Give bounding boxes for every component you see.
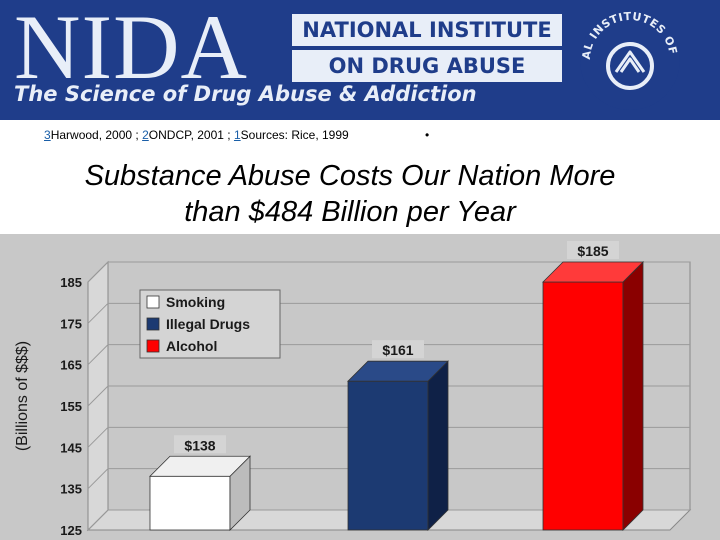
bullet-point: •	[425, 128, 430, 142]
y-tick-label: 145	[60, 440, 82, 455]
gridline	[87, 385, 690, 407]
slide-title-line-2: than $484 Billion per Year	[184, 196, 516, 228]
gridline	[87, 302, 690, 324]
slide-title: Substance Abuse Costs Our Nation More th…	[0, 158, 700, 230]
legend-label: Alcohol	[166, 338, 217, 354]
bar-front	[542, 281, 624, 531]
y-tick-label: 165	[60, 358, 82, 373]
chart-legend: Smoking Illegal Drugs Alcohol	[139, 289, 281, 359]
y-axis-label: (Billions of $$$)	[14, 341, 31, 451]
data-label: $161	[382, 342, 413, 358]
nida-logo: NIDA	[14, 0, 248, 98]
gridline	[87, 426, 690, 448]
nih-seal-logo: NATIONAL INSTITUTES OF HEALTH	[576, 6, 680, 110]
data-label: $138	[184, 437, 215, 453]
bar-alcohol	[542, 261, 644, 531]
source-text-harwood: Harwood, 2000 ;	[50, 128, 139, 142]
bar-front	[149, 475, 231, 531]
bar-top	[542, 261, 644, 283]
bar-side	[427, 360, 449, 531]
data-label-background	[567, 241, 619, 259]
legend-label: Illegal Drugs	[166, 316, 250, 332]
gridline	[87, 509, 690, 531]
y-tick-label: 135	[60, 482, 82, 497]
bar-top	[347, 360, 449, 382]
sources-citation: 3Harwood, 2000 ; 2ONDCP, 2001 ; 1Sources…	[44, 128, 349, 142]
bar-top	[149, 455, 251, 477]
slide-title-line-1: Substance Abuse Costs Our Nation More	[84, 160, 616, 192]
data-label: $185	[577, 243, 608, 259]
bar-illegal-drugs	[347, 360, 449, 531]
y-tick-label: 185	[60, 275, 82, 290]
legend-box	[139, 289, 281, 359]
y-tick-label: 155	[60, 399, 82, 414]
y-tick-label: 175	[60, 316, 82, 331]
source-ref-1[interactable]: 1	[233, 128, 241, 142]
gridline	[87, 261, 690, 283]
y-tick-label: 125	[60, 523, 82, 538]
legend-swatch	[146, 317, 160, 331]
nida-banner: NIDA NATIONAL INSTITUTE ON DRUG ABUSE Th…	[0, 0, 720, 120]
cost-bar-chart: 125 135 145 155 165 175 185 $138 $161 $185 (Bill…	[0, 232, 720, 540]
source-ref-3[interactable]: 3	[44, 128, 51, 142]
data-label-background	[174, 435, 226, 454]
bar-front	[347, 380, 429, 531]
banner-tagline: The Science of Drug Abuse & Addiction	[14, 82, 477, 106]
gridline	[87, 344, 690, 366]
bar-side	[622, 261, 644, 531]
legend-swatch	[146, 339, 160, 353]
institute-name-line-2: ON DRUG ABUSE	[292, 50, 562, 82]
bar-smoking	[149, 455, 251, 531]
legend-swatch	[146, 295, 160, 309]
data-label-background	[372, 340, 424, 359]
source-text-rice: Sources: Rice, 1999	[240, 128, 349, 142]
source-ref-2[interactable]: 2	[142, 128, 149, 142]
legend-label: Smoking	[166, 294, 225, 310]
source-text-ondcp: ONDCP, 2001 ;	[148, 128, 231, 142]
chart-top-border	[0, 232, 720, 234]
institute-name-line-1: NATIONAL INSTITUTE	[292, 14, 562, 46]
gridline	[87, 468, 690, 490]
